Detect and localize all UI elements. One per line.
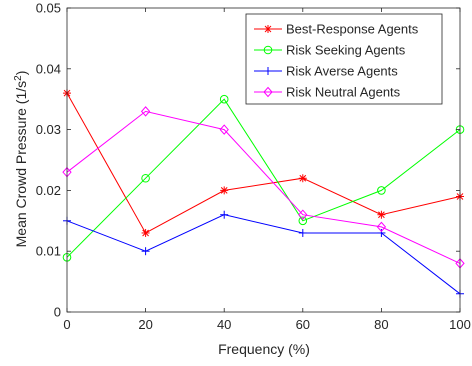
legend-marker [264, 25, 272, 33]
series-line-1 [66, 92, 461, 234]
data-point-4-5 [376, 221, 387, 233]
data-point-1-4 [298, 174, 307, 183]
y-tick-label: 0.02 [36, 183, 61, 198]
data-point-4-2 [140, 106, 151, 117]
data-point-3-2 [141, 247, 150, 256]
x-tick-label: 0 [63, 317, 70, 332]
y-tick-label: 0 [54, 305, 61, 320]
y-axis-label-close: ) [13, 71, 29, 76]
axes: 0 20 40 60 80 100 0 0.01 0.02 0.03 0.04 0.05 [36, 1, 471, 333]
data-point-1-5 [377, 210, 386, 219]
x-tick-label: 80 [374, 317, 388, 332]
series-line-2 [66, 98, 461, 258]
legend-label: Risk Seeking Agents [286, 43, 406, 58]
y-tick-label: 0.01 [36, 244, 61, 259]
legend-marker [263, 45, 273, 55]
series-line-3 [66, 214, 461, 295]
y-tick-label: 0.05 [36, 1, 61, 16]
data-point-1-2 [141, 228, 150, 237]
data-point-4-4 [298, 209, 308, 220]
legend-label: Risk Neutral Agents [286, 85, 401, 100]
y-tick-label: 0.04 [36, 61, 61, 76]
y-tick-label: 0.03 [36, 122, 61, 137]
legend-entry-2: Risk Seeking Agents [254, 43, 406, 58]
legend-entry-4: Risk Neutral Agents [254, 85, 401, 100]
legend-label: Risk Averse Agents [286, 64, 398, 79]
x-tick-label: 20 [138, 317, 152, 332]
series-line-4 [66, 110, 461, 264]
legend-marker [264, 67, 272, 75]
x-tick-label: 40 [217, 317, 231, 332]
y-axis-label: Mean Crowd Pressure (1/s2) [13, 71, 30, 248]
data-point-3-5 [377, 228, 386, 237]
legend: Best-Response Agents Risk Seeking Agents R… [245, 13, 443, 105]
data-point-1-3 [220, 186, 229, 195]
legend-label: Best-Response Agents [286, 22, 419, 37]
legend-entry-1: Best-Response Agents [254, 22, 419, 37]
data-point-2-4 [298, 216, 308, 226]
data-point-2-5 [377, 186, 386, 195]
data-point-3-3 [220, 210, 229, 219]
data-point-4-3 [219, 124, 229, 135]
data-point-2-2 [141, 173, 150, 183]
data-point-3-4 [298, 228, 307, 237]
legend-marker [263, 86, 273, 98]
x-axis-label: Frequency (%) [218, 341, 310, 357]
x-tick-label: 60 [296, 317, 310, 332]
x-tick-label: 100 [449, 317, 471, 332]
y-axis-label-superscript: 2 [13, 75, 24, 81]
axes-box [66, 7, 461, 313]
data-point-2-3 [219, 94, 229, 104]
y-axis-label-main: Mean Crowd Pressure (1/s [13, 81, 29, 248]
legend-entry-3: Risk Averse Agents [254, 64, 398, 79]
